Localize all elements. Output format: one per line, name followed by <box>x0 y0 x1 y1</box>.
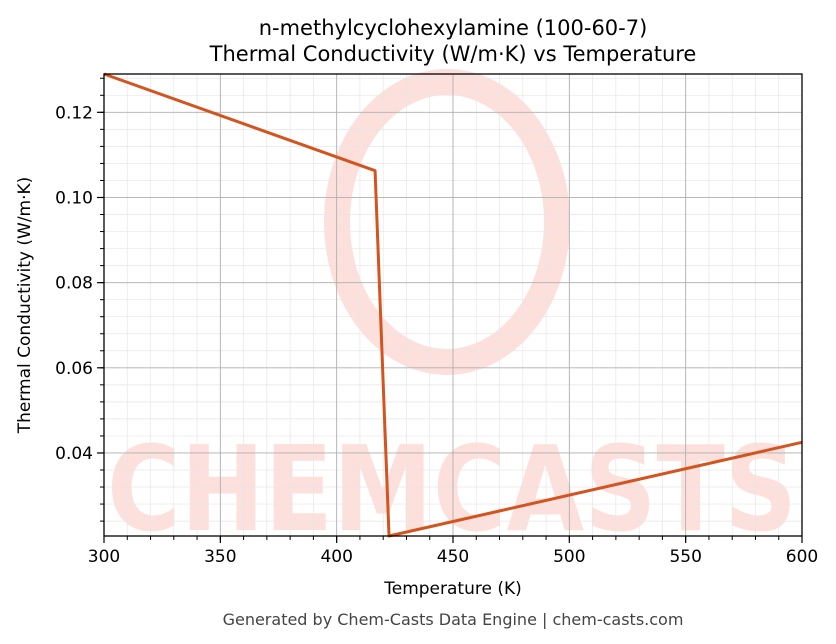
x-tick-label: 300 <box>88 547 120 567</box>
chart-subtitle: Thermal Conductivity (W/m·K) vs Temperat… <box>209 42 697 66</box>
watermark: CHEMCASTS <box>107 69 797 558</box>
y-axis: 0.04 0.06 0.08 0.10 0.12 <box>55 77 104 522</box>
x-tick-label: 400 <box>320 547 352 567</box>
y-tick-label: 0.10 <box>55 188 93 208</box>
x-axis-label: Temperature (K) <box>383 579 522 599</box>
x-tick-label: 600 <box>786 547 818 567</box>
series-line <box>103 72 803 538</box>
watermark-text: CHEMCASTS <box>107 420 797 558</box>
y-tick-label: 0.08 <box>55 274 93 294</box>
watermark-swirl <box>324 69 570 375</box>
x-tick-label: 350 <box>204 547 236 567</box>
x-tick-label: 550 <box>669 547 701 567</box>
x-axis: 300 350 400 450 500 550 600 <box>88 536 818 567</box>
chart-title: n-methylcyclohexylamine (100-60-7) <box>259 16 648 40</box>
y-tick-label: 0.04 <box>55 444 93 464</box>
footer-credit: Generated by Chem-Casts Data Engine | ch… <box>223 610 684 629</box>
x-tick-label: 500 <box>553 547 585 567</box>
y-axis-label: Thermal Conductivity (W/m·K) <box>15 177 35 435</box>
y-tick-label: 0.12 <box>55 103 93 123</box>
x-tick-label: 450 <box>437 547 469 567</box>
y-tick-label: 0.06 <box>55 359 93 379</box>
series-layer <box>103 72 803 538</box>
